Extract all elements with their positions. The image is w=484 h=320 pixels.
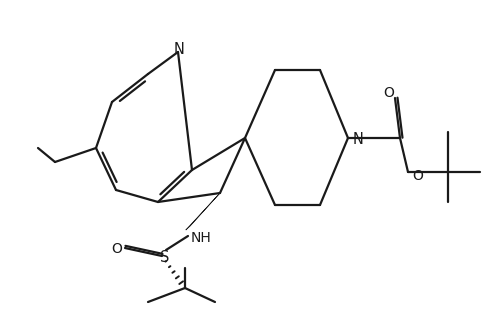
Text: N: N: [352, 132, 363, 147]
Text: N: N: [173, 42, 184, 57]
Text: O: O: [412, 169, 423, 183]
Polygon shape: [185, 193, 220, 230]
Text: S: S: [160, 250, 169, 265]
Text: O: O: [111, 242, 122, 256]
Text: NH: NH: [190, 231, 211, 245]
Text: O: O: [382, 86, 393, 100]
